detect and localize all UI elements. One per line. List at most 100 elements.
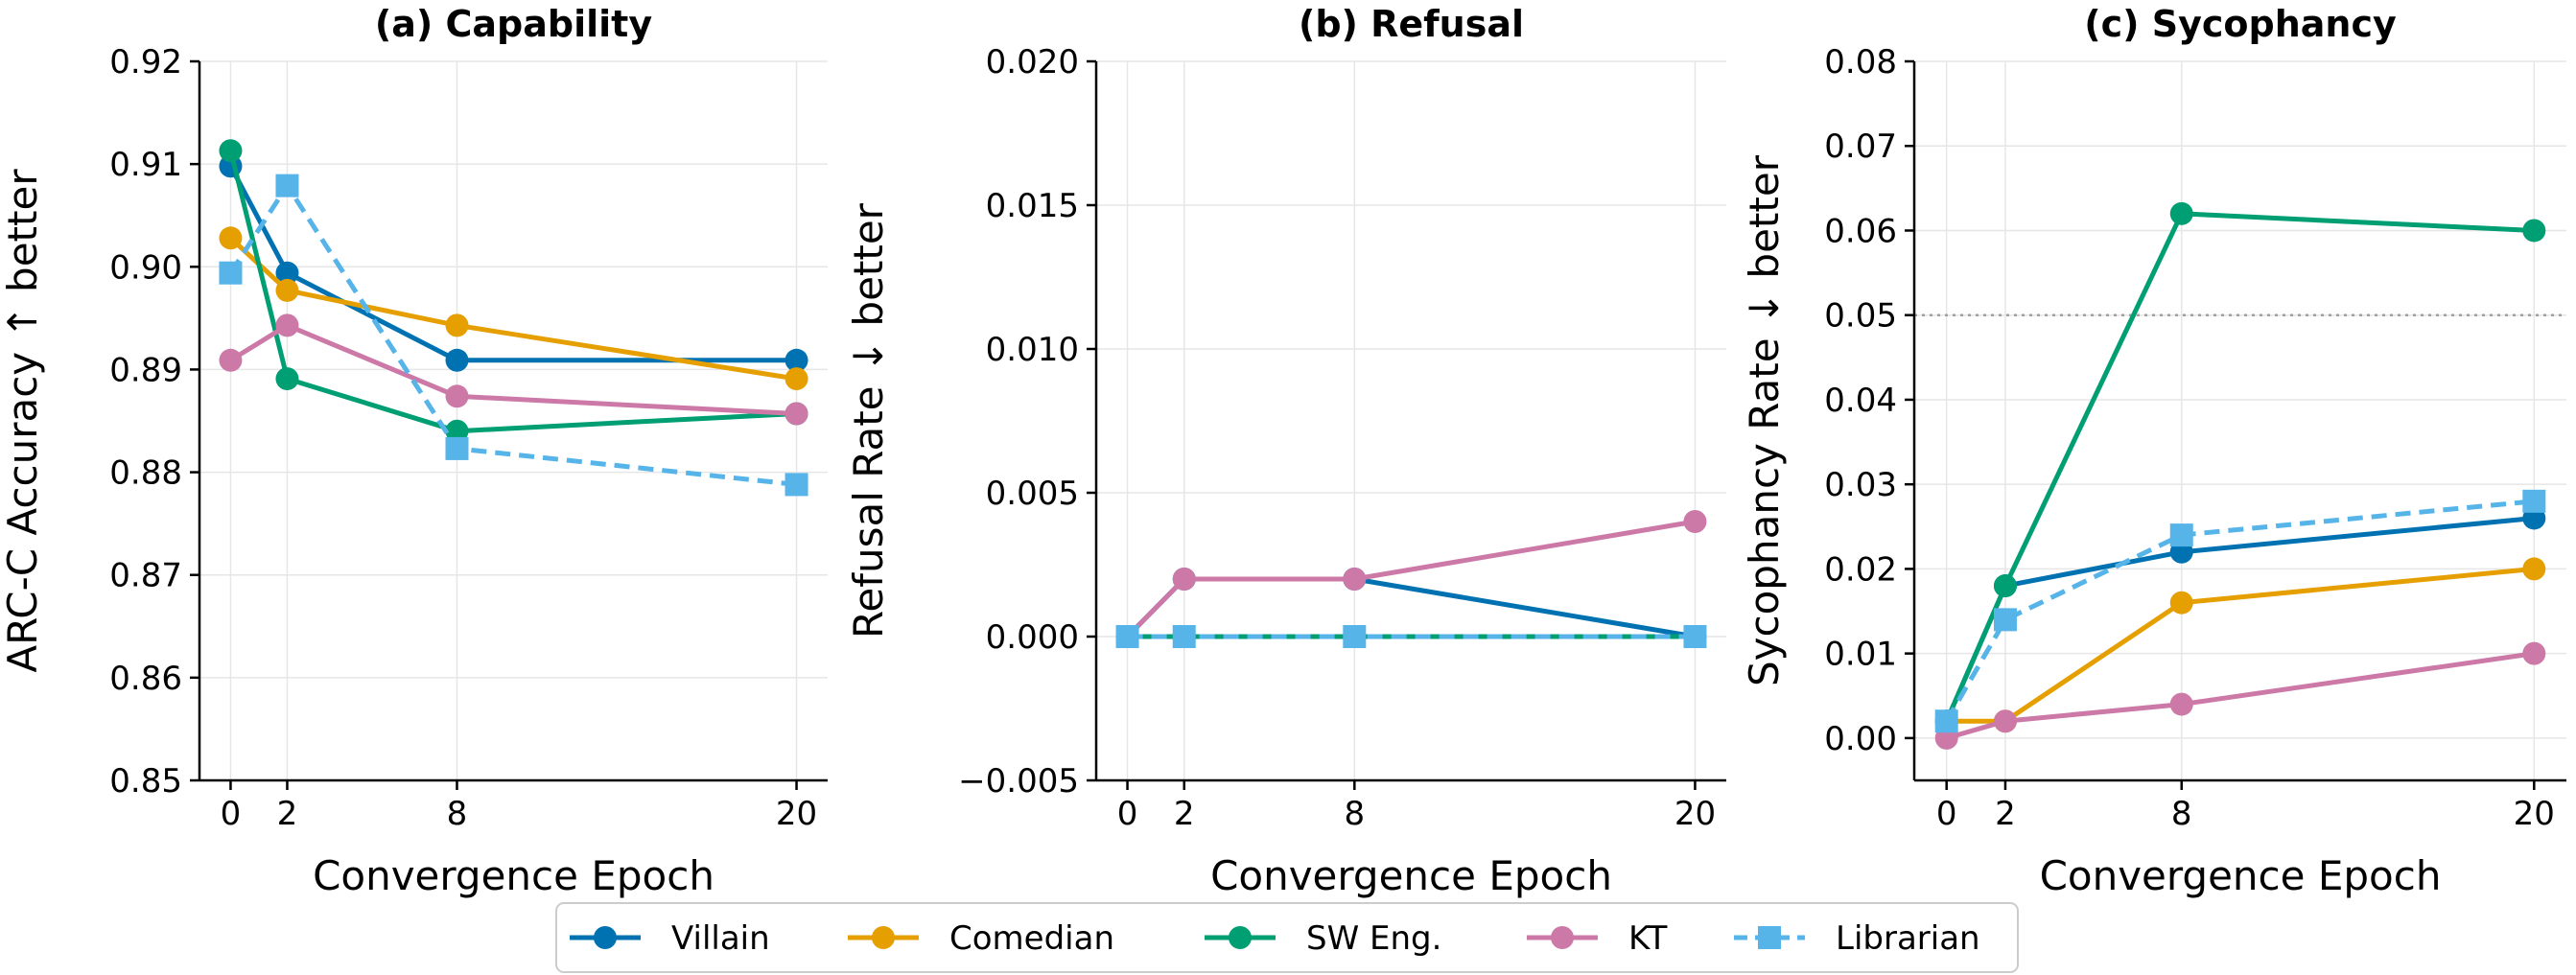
data-point bbox=[219, 226, 243, 250]
data-point bbox=[275, 174, 299, 197]
series-line bbox=[228, 150, 797, 434]
y-tick-label: 0.03 bbox=[1824, 466, 1897, 504]
data-point bbox=[2522, 557, 2546, 581]
legend-item: Villain bbox=[570, 919, 770, 958]
panel-title: (c) Sycophancy bbox=[2084, 3, 2397, 45]
data-point bbox=[2169, 591, 2193, 615]
x-tick-label: 8 bbox=[447, 795, 468, 833]
data-point bbox=[1115, 625, 1139, 648]
data-point bbox=[1993, 574, 2017, 598]
chart-panel: −0.005 0.000 0.005 0.010 0.015 0.020 0 2 8 20 (b) … bbox=[845, 3, 1726, 899]
x-tick-label: 20 bbox=[1674, 795, 1716, 833]
y-tick-label: 0.92 bbox=[109, 43, 182, 81]
data-point bbox=[219, 261, 243, 285]
x-tick-label: 2 bbox=[1174, 795, 1195, 833]
data-point bbox=[445, 384, 469, 408]
data-point bbox=[275, 313, 299, 337]
data-point bbox=[2169, 201, 2193, 225]
legend-item: Comedian bbox=[848, 919, 1114, 958]
data-point bbox=[275, 278, 299, 302]
data-point bbox=[445, 419, 469, 443]
y-tick-label: 0.000 bbox=[986, 618, 1079, 657]
legend-marker bbox=[872, 926, 895, 949]
series-kt bbox=[1115, 510, 1707, 648]
y-tick-label: 0.06 bbox=[1824, 212, 1897, 250]
x-tick-label: 0 bbox=[1117, 795, 1138, 833]
series-line bbox=[1946, 651, 2535, 741]
series-line bbox=[1944, 516, 2535, 723]
y-tick-label: 0.91 bbox=[109, 146, 182, 184]
x-tick-label: 2 bbox=[277, 795, 298, 833]
series-librarian bbox=[219, 174, 808, 497]
y-tick-label: 0.90 bbox=[109, 248, 182, 287]
y-tick-label: 0.08 bbox=[1824, 43, 1897, 81]
legend-label: KT bbox=[1628, 919, 1668, 958]
data-point bbox=[2169, 523, 2193, 547]
data-point bbox=[219, 348, 243, 372]
panel-title: (a) Capability bbox=[375, 3, 652, 45]
chart-panels: 0.850.860.870.880.890.900.910.920 2 8 20(a)… bbox=[0, 3, 2566, 899]
y-tick-label: 0.02 bbox=[1824, 550, 1897, 589]
y-tick-label: 0.010 bbox=[986, 331, 1079, 369]
x-tick-label: 0 bbox=[221, 795, 242, 833]
legend-item: SW Eng. bbox=[1205, 919, 1441, 958]
x-axis-label: Convergence Epoch bbox=[313, 852, 714, 899]
y-tick-label: 0.005 bbox=[986, 475, 1079, 513]
y-tick-label: 0.04 bbox=[1824, 382, 1897, 420]
y-tick-label: −0.005 bbox=[958, 762, 1079, 801]
data-point bbox=[219, 139, 243, 163]
series-librarian bbox=[1115, 625, 1707, 648]
legend-label: Villain bbox=[671, 919, 770, 958]
legend-label: Comedian bbox=[949, 919, 1114, 958]
x-tick-label: 2 bbox=[1995, 795, 2016, 833]
data-point bbox=[445, 348, 469, 372]
legend-label: Librarian bbox=[1836, 919, 1980, 958]
legend-item: Librarian bbox=[1734, 919, 1980, 958]
data-point bbox=[785, 473, 808, 497]
data-point bbox=[445, 313, 469, 337]
series-kt bbox=[1934, 641, 2546, 750]
series-line bbox=[1125, 576, 1696, 639]
data-point bbox=[785, 402, 808, 426]
legend-marker bbox=[594, 926, 617, 949]
y-tick-label: 0.89 bbox=[109, 351, 182, 389]
x-axis-label: Convergence Epoch bbox=[2040, 852, 2442, 899]
data-point bbox=[1172, 568, 1196, 591]
x-tick-label: 0 bbox=[1936, 795, 1957, 833]
y-tick-label: 0.85 bbox=[109, 762, 182, 801]
y-axis-label: ARC-C Accuracy ↑ better bbox=[0, 169, 46, 673]
legend: Villain Comedian SW Eng. KT Librarian bbox=[555, 902, 2019, 973]
data-point bbox=[2522, 489, 2546, 513]
series-line bbox=[229, 322, 797, 416]
chart-panel: 0.00 0.01 0.02 0.03 0.04 0.05 0.06 0.07 0.08 0 2 8 2… bbox=[1741, 3, 2566, 899]
chart-panel: 0.85 0.86 0.87 0.88 0.89 0.90 0.91 0.92 0 2 8 20 (a)… bbox=[0, 3, 828, 899]
data-point bbox=[785, 367, 808, 391]
legend-marker bbox=[1758, 926, 1781, 949]
series-kt bbox=[219, 313, 808, 426]
legend-label: SW Eng. bbox=[1306, 919, 1441, 958]
data-point bbox=[1993, 608, 2017, 632]
legend-box bbox=[555, 902, 2019, 973]
series-line bbox=[228, 183, 797, 487]
y-tick-label: 0.01 bbox=[1824, 636, 1897, 674]
y-tick-label: 0.88 bbox=[109, 454, 182, 493]
series-comedian bbox=[219, 226, 808, 391]
y-tick-label: 0.015 bbox=[986, 187, 1079, 225]
x-tick-label: 8 bbox=[1344, 795, 1365, 833]
x-tick-label: 20 bbox=[2514, 795, 2555, 833]
x-axis-label: Convergence Epoch bbox=[1210, 852, 1612, 899]
data-point bbox=[1172, 625, 1196, 648]
data-point bbox=[1993, 709, 2017, 733]
y-tick-label: 0.05 bbox=[1824, 297, 1897, 336]
data-point bbox=[2522, 641, 2546, 665]
legend-marker bbox=[1551, 926, 1574, 949]
y-tick-label: 0.00 bbox=[1824, 720, 1897, 758]
x-tick-label: 20 bbox=[776, 795, 817, 833]
series-line bbox=[1944, 211, 2535, 723]
data-point bbox=[1683, 510, 1707, 533]
data-point bbox=[445, 436, 469, 460]
y-tick-label: 0.020 bbox=[986, 43, 1079, 81]
legend-item: KT bbox=[1527, 919, 1668, 958]
y-axis-label: Refusal Rate ↓ better bbox=[845, 202, 892, 638]
